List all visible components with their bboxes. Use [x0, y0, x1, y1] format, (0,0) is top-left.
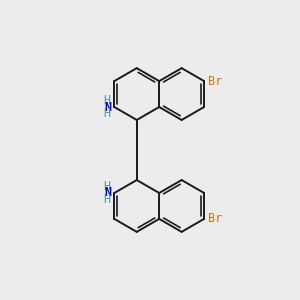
Text: N: N — [105, 100, 112, 113]
Text: Br: Br — [208, 75, 222, 88]
Text: H: H — [104, 180, 111, 193]
Text: H: H — [104, 193, 111, 206]
Text: H: H — [104, 94, 111, 107]
Text: H: H — [104, 107, 111, 120]
Text: N: N — [105, 187, 112, 200]
Text: Br: Br — [208, 212, 222, 225]
